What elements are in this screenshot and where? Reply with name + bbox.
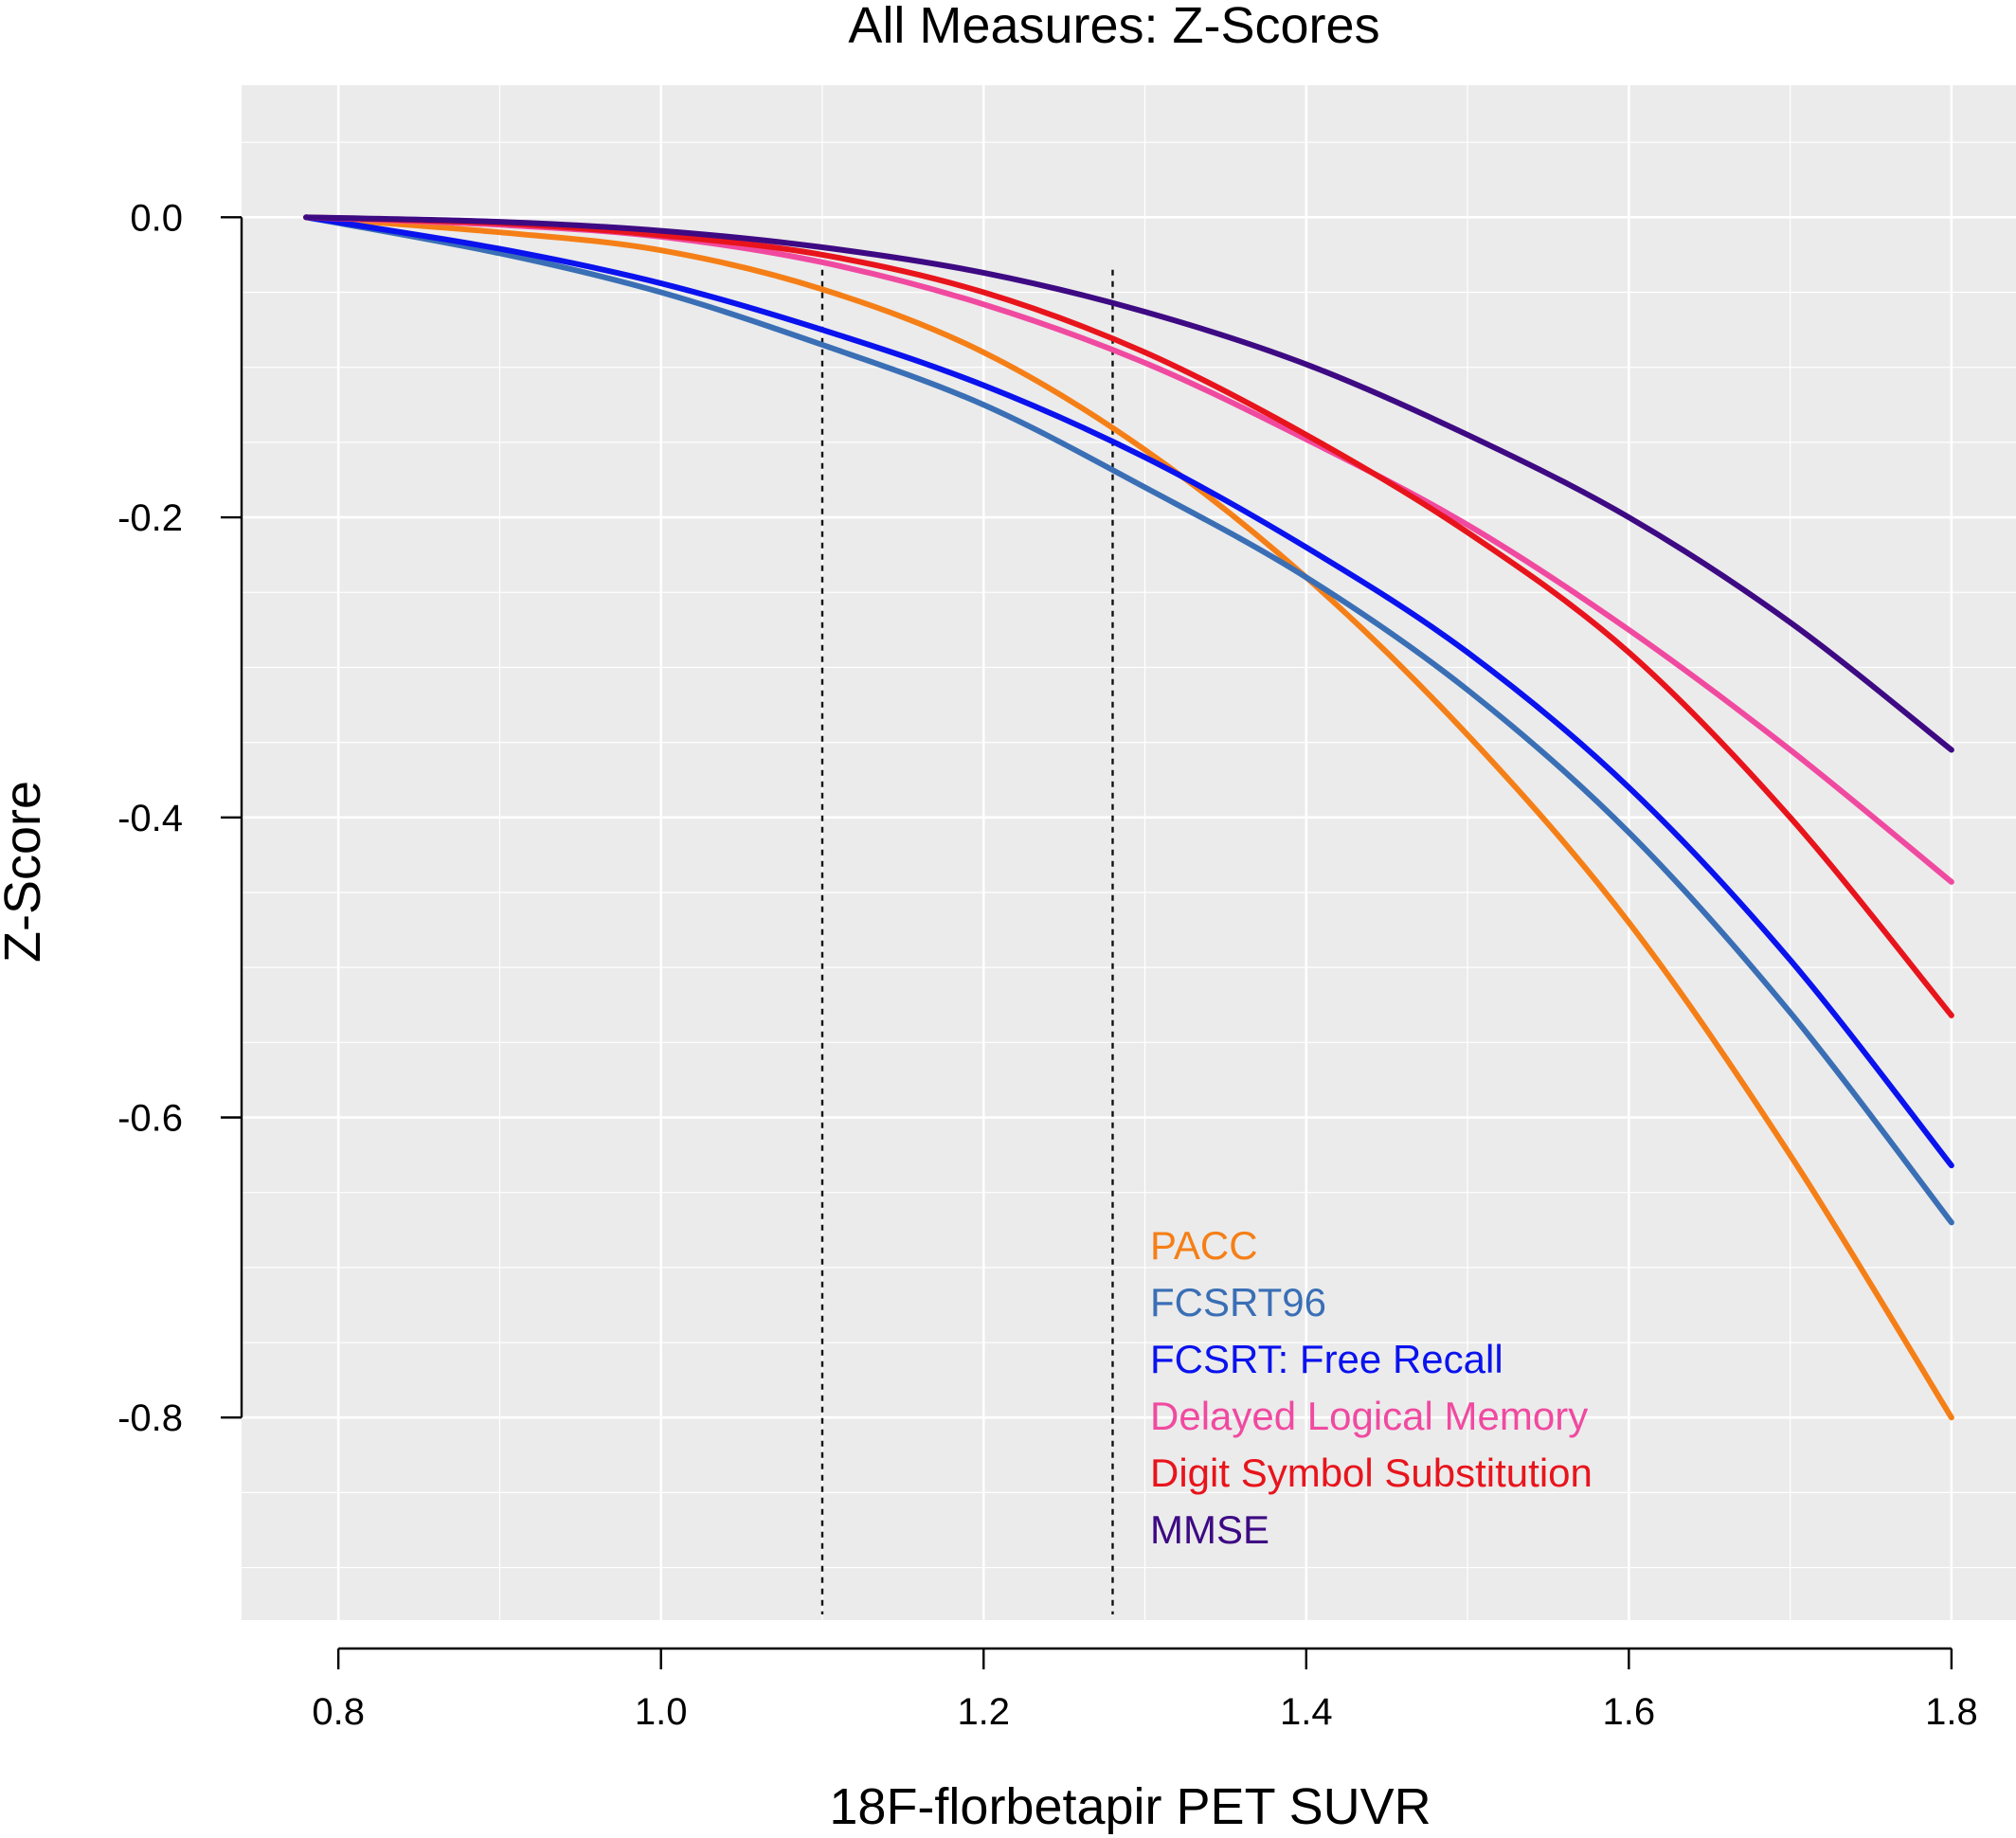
y-tick-label: 0.0 <box>130 197 183 239</box>
reference-lines <box>820 269 1114 1614</box>
x-tick-label: 1.8 <box>1925 1691 1978 1733</box>
y-tick-label: -0.2 <box>117 497 183 539</box>
legend-label: PACC <box>1150 1223 1258 1268</box>
legend-label: Delayed Logical Memory <box>1150 1394 1588 1438</box>
x-tick-label: 0.8 <box>312 1691 365 1733</box>
legend-label: FCSRT96 <box>1150 1280 1326 1324</box>
x-tick-label: 1.6 <box>1603 1691 1656 1733</box>
y-tick-label: -0.6 <box>117 1098 183 1140</box>
legend-label: Digit Symbol Substitution <box>1150 1451 1593 1495</box>
series-line-fcsrt96 <box>303 214 1954 1226</box>
plot-background <box>242 85 2016 1620</box>
chart-title: All Measures: Z-Scores <box>848 0 1379 54</box>
axes: 0.8 1.0 1.2 1.4 1.6 1.8 0.0 -0.2 -0.4 -0.6 -0.8 <box>117 197 1978 1733</box>
series-line-fcsrt-free-recall <box>303 214 1954 1169</box>
legend-label: FCSRT: Free Recall <box>1150 1337 1503 1381</box>
x-tick-label: 1.0 <box>635 1691 688 1733</box>
legend: PACC FCSRT96 FCSRT: Free Recall Delayed Log… <box>1150 1223 1593 1552</box>
series-line-pacc <box>303 214 1954 1421</box>
x-tick-label: 1.4 <box>1280 1691 1333 1733</box>
legend-label: MMSE <box>1150 1507 1269 1552</box>
series-line-mmse <box>303 214 1954 753</box>
series-lines <box>303 214 1954 1421</box>
y-axis-title: Z-Score <box>0 781 51 963</box>
x-tick-label: 1.2 <box>957 1691 1010 1733</box>
x-axis-title: 18F-florbetapir PET SUVR <box>829 1778 1431 1835</box>
y-tick-label: -0.8 <box>117 1397 183 1439</box>
grid <box>242 85 2016 1620</box>
series-line-digit-symbol-substitution <box>303 214 1954 1018</box>
y-tick-label: -0.4 <box>117 798 183 839</box>
plot-panel <box>242 85 2016 1620</box>
